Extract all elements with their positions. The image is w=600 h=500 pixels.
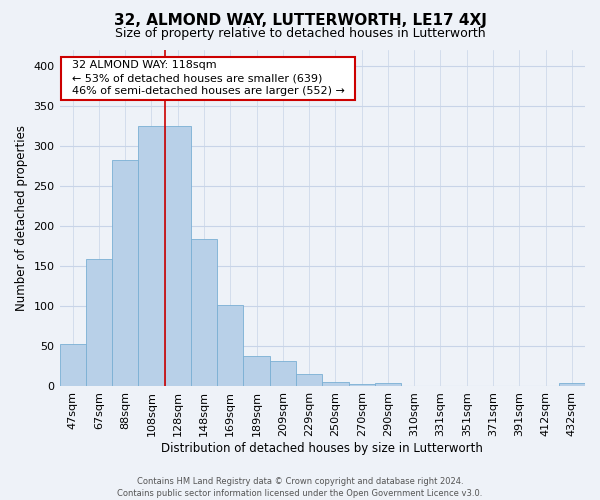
Bar <box>375 384 401 386</box>
Text: Contains HM Land Registry data © Crown copyright and database right 2024.
Contai: Contains HM Land Registry data © Crown c… <box>118 476 482 498</box>
Bar <box>322 382 349 386</box>
Y-axis label: Number of detached properties: Number of detached properties <box>15 125 28 311</box>
Bar <box>217 304 244 386</box>
Bar <box>270 361 296 386</box>
Bar <box>559 384 585 386</box>
X-axis label: Distribution of detached houses by size in Lutterworth: Distribution of detached houses by size … <box>161 442 483 455</box>
Bar <box>59 344 86 387</box>
Bar <box>191 239 217 386</box>
Bar <box>164 126 191 386</box>
Bar <box>86 259 112 386</box>
Bar <box>112 160 139 386</box>
Bar <box>296 374 322 386</box>
Bar <box>244 356 270 386</box>
Bar <box>349 384 375 386</box>
Text: 32 ALMOND WAY: 118sqm  
  ← 53% of detached houses are smaller (639)  
  46% of : 32 ALMOND WAY: 118sqm ← 53% of detached … <box>65 60 352 96</box>
Text: 32, ALMOND WAY, LUTTERWORTH, LE17 4XJ: 32, ALMOND WAY, LUTTERWORTH, LE17 4XJ <box>113 12 487 28</box>
Text: Size of property relative to detached houses in Lutterworth: Size of property relative to detached ho… <box>115 28 485 40</box>
Bar <box>139 126 164 386</box>
